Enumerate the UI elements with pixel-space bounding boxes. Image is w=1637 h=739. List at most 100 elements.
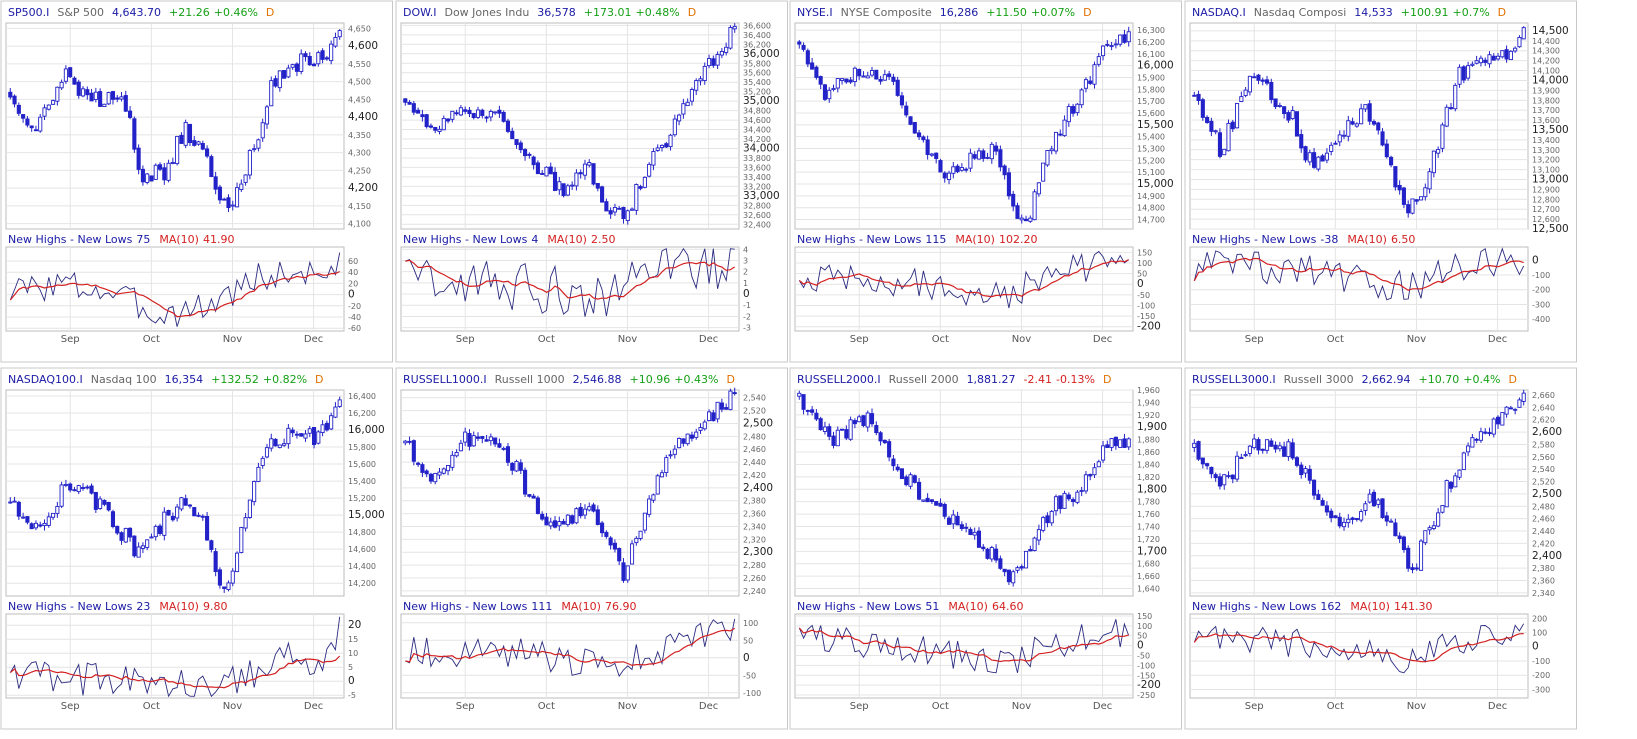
candle	[1461, 65, 1466, 84]
candle-body-up	[672, 448, 677, 455]
candle-body-down	[25, 118, 30, 126]
candle-body-down	[89, 92, 94, 102]
candle-body-down	[68, 67, 73, 78]
candle-body-up	[475, 109, 481, 118]
candle-body-up	[1290, 110, 1295, 120]
candle	[1015, 202, 1020, 219]
candle-body-down	[209, 156, 214, 177]
period-link[interactable]: D	[1498, 6, 1506, 19]
symbol-link[interactable]: SP500.I	[8, 6, 49, 19]
candle-body-up	[140, 545, 145, 549]
candle-body-down	[1414, 199, 1419, 202]
candle	[1079, 486, 1084, 497]
candle-body-down	[561, 183, 566, 197]
price-tick-label: 2,420	[743, 471, 766, 480]
indicator-header: New Highs - New Lows 75 MA(10) 41.90	[8, 233, 234, 246]
candle-body-down	[523, 149, 528, 157]
chart-panel-sp500-i[interactable]: SP500.I S&P 500 4,643.70 +21.26 +0.46% D4,100…	[0, 0, 393, 363]
price-tick-label: 2,380	[1532, 564, 1555, 573]
last-price: 1,881.27	[967, 373, 1016, 386]
candle	[153, 163, 158, 180]
candle	[1088, 473, 1093, 481]
candle-body-up	[1517, 36, 1522, 48]
price-tick-label: 32,800	[743, 201, 771, 210]
candle	[968, 527, 973, 536]
indicator-tick-label: -100	[743, 689, 761, 698]
candle	[230, 200, 235, 211]
candle	[1436, 146, 1441, 158]
period-link[interactable]: D	[1083, 6, 1091, 19]
chart-panel-russell3000-i[interactable]: RUSSELL3000.I Russell 3000 2,662.94 +10.70 +…	[1184, 367, 1577, 730]
candle	[938, 158, 943, 173]
period-link[interactable]: D	[688, 6, 696, 19]
symbol-link[interactable]: NASDAQ100.I	[8, 373, 83, 386]
chart-panel-dow-i[interactable]: DOW.I Dow Jones Indu 36,578 +173.01 +0.48% D3…	[395, 0, 788, 363]
candle	[595, 183, 600, 192]
candle-body-up	[951, 166, 956, 174]
candle	[1401, 186, 1406, 209]
candle	[286, 64, 291, 79]
chart-panel-nasdaq-i[interactable]: NASDAQ.I Nasdaq Composi 14,533 +100.91 +0.7%…	[1184, 0, 1577, 363]
candle-body-up	[102, 103, 107, 107]
candle	[145, 173, 150, 185]
candle-body-down	[942, 172, 947, 179]
chart-panel-russell1000-i[interactable]: RUSSELL1000.I Russell 1000 2,546.88 +10.96 +…	[395, 367, 788, 730]
candle	[904, 101, 909, 118]
chart-panel-nyse-i[interactable]: NYSE.I NYSE Composite 16,286 +11.50 +0.07% D1…	[789, 0, 1182, 363]
candle	[578, 169, 583, 179]
chart-panel-russell2000-i[interactable]: RUSSELL2000.I Russell 2000 1,881.27 -2.41 -0…	[789, 367, 1182, 730]
symbol-link[interactable]: RUSSELL2000.I	[797, 373, 881, 386]
candle	[252, 480, 257, 506]
symbol-link[interactable]: NASDAQ.I	[1192, 6, 1246, 19]
candle	[831, 84, 836, 92]
candle-body-up	[1062, 492, 1067, 509]
candle	[625, 565, 630, 583]
candle	[1126, 437, 1131, 451]
candle-body-up	[861, 75, 866, 78]
candle	[234, 182, 240, 208]
period-link[interactable]: D	[1103, 373, 1111, 386]
candle-body-up	[1513, 47, 1518, 52]
candle-body-down	[1230, 121, 1235, 130]
candle	[1294, 456, 1300, 468]
candle-body-up	[1277, 104, 1282, 107]
candle	[540, 170, 545, 175]
candle	[882, 439, 887, 444]
candle	[698, 423, 703, 434]
candle	[136, 144, 141, 175]
candle	[578, 502, 583, 519]
price-tick-label: 1,940	[1137, 398, 1160, 407]
candle	[1359, 509, 1364, 523]
period-link[interactable]: D	[726, 373, 734, 386]
candle	[951, 161, 956, 179]
period-link[interactable]: D	[266, 6, 274, 19]
candle	[1329, 142, 1334, 156]
candle-body-down	[1256, 439, 1261, 451]
candle-body-up	[1346, 518, 1351, 524]
symbol-link[interactable]: RUSSELL3000.I	[1192, 373, 1276, 386]
period-link[interactable]: D	[1508, 373, 1516, 386]
symbol-link[interactable]: RUSSELL1000.I	[403, 373, 487, 386]
candle	[552, 515, 558, 529]
symbol-link[interactable]: DOW.I	[403, 6, 436, 19]
candle-body-down	[934, 152, 939, 159]
candle	[85, 86, 90, 100]
indicator-value: 51	[925, 600, 939, 613]
candle-body-up	[46, 516, 51, 526]
candle-body-up	[565, 185, 570, 196]
candle-body-up	[123, 527, 128, 543]
candle-body-up	[1359, 108, 1364, 125]
indicator-tick-label: -300	[1532, 685, 1550, 694]
symbol-link[interactable]: NYSE.I	[797, 6, 833, 19]
candle	[694, 428, 699, 440]
candle-body-down	[942, 504, 947, 517]
candle-body-up	[587, 162, 592, 166]
candle	[157, 162, 163, 172]
chart-panel-nasdaq100-i[interactable]: NASDAQ100.I Nasdaq 100 16,354 +132.52 +0.82%…	[0, 367, 393, 730]
candle	[209, 154, 214, 178]
period-link[interactable]: D	[315, 373, 323, 386]
candle	[72, 76, 77, 85]
candle	[629, 207, 635, 211]
candle	[1508, 405, 1513, 410]
candle-body-down	[1045, 515, 1050, 524]
